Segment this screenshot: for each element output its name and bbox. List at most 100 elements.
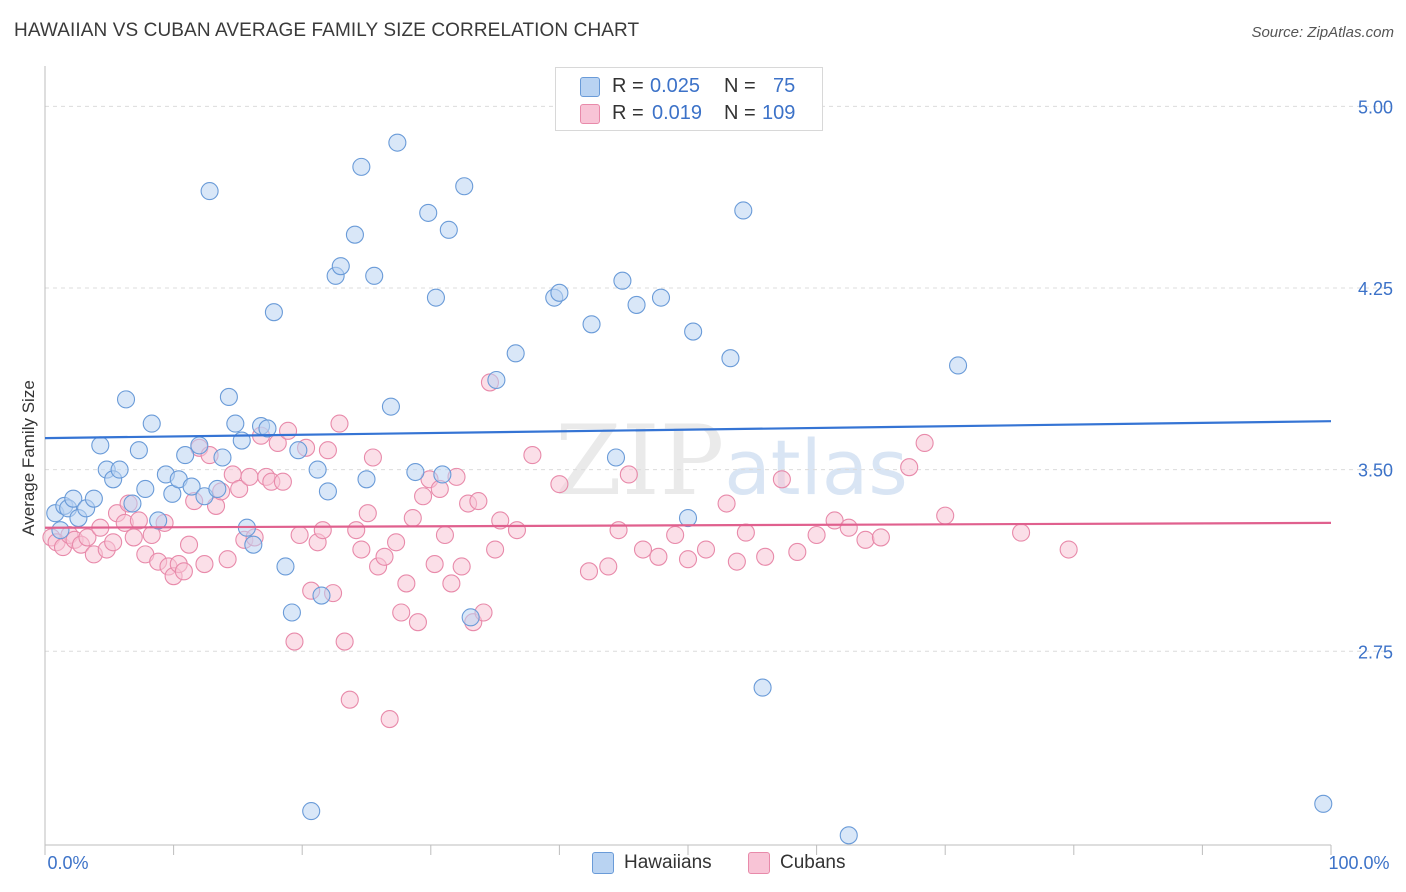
legend-label-cubans: Cubans bbox=[780, 852, 846, 873]
cubans-point bbox=[491, 511, 510, 530]
watermark: ZIPatlas bbox=[555, 405, 908, 517]
cubans-point bbox=[290, 525, 309, 545]
cubans-point bbox=[507, 521, 527, 540]
hawaiians-point bbox=[308, 460, 327, 479]
hawaiians-point bbox=[276, 557, 295, 576]
cubans-point bbox=[408, 613, 427, 632]
hawaiians-point bbox=[129, 441, 148, 460]
n-label: N = bbox=[724, 75, 756, 97]
cubans-point bbox=[230, 479, 249, 499]
cubans-point bbox=[347, 521, 366, 540]
cubans-point bbox=[900, 458, 919, 477]
cubans-point bbox=[403, 508, 422, 528]
hawaiians-point bbox=[200, 182, 219, 201]
cubans-point bbox=[442, 574, 461, 593]
cubans-point bbox=[788, 542, 807, 562]
hawaiians-point bbox=[550, 283, 569, 302]
cubans-point bbox=[78, 528, 97, 547]
correlation-legend: R = 0.025 N = 75 R = 0.019 N = 109 bbox=[555, 67, 823, 131]
cubans-point bbox=[649, 547, 668, 566]
legend-item-cubans[interactable]: Cubans bbox=[748, 852, 846, 874]
hawaiians-point bbox=[116, 390, 136, 409]
hawaiians-trend-line bbox=[44, 420, 1332, 440]
legend-item-hawaiians[interactable]: Hawaiians bbox=[592, 852, 712, 874]
hawaiians-point bbox=[110, 460, 129, 479]
r-value: 0.019 bbox=[652, 102, 703, 124]
hawaiians-point bbox=[455, 177, 474, 196]
hawaiians-point bbox=[64, 489, 83, 508]
hawaiians-point bbox=[264, 303, 283, 322]
y-tick-label: 3.50 bbox=[1358, 461, 1393, 481]
hawaiians-point bbox=[433, 465, 452, 484]
hawaiians-point bbox=[176, 446, 195, 465]
cubans-point bbox=[218, 550, 237, 569]
bottom-legend: Hawaiians Cubans bbox=[0, 850, 1406, 880]
hawaiians-point bbox=[839, 826, 858, 845]
hawaiians-point bbox=[949, 356, 968, 375]
hawaiians-point bbox=[142, 414, 161, 433]
hawaiians-point bbox=[365, 266, 384, 285]
legend-label-hawaiians: Hawaiians bbox=[624, 852, 712, 873]
cubans-point bbox=[619, 465, 638, 484]
cubans-point bbox=[375, 547, 394, 566]
hawaiians-point bbox=[357, 470, 376, 489]
cubans-point bbox=[936, 506, 955, 525]
hawaiians-point bbox=[190, 436, 209, 455]
hawaiians-point bbox=[182, 477, 201, 496]
cubans-swatch bbox=[580, 104, 600, 124]
cubans-point bbox=[425, 555, 444, 574]
r-label: R = bbox=[612, 75, 644, 97]
hawaiians-point bbox=[388, 133, 407, 152]
hawaiians-point bbox=[406, 462, 425, 482]
r-label: R = bbox=[612, 102, 644, 124]
cubans-point bbox=[550, 475, 569, 494]
cubans-point bbox=[273, 472, 292, 491]
watermark-atlas: atlas bbox=[724, 423, 908, 512]
y-tick-label: 4.25 bbox=[1358, 279, 1393, 299]
hawaiians-point bbox=[426, 288, 445, 307]
hawaiians-point bbox=[219, 387, 238, 407]
hawaiians-point bbox=[331, 257, 350, 276]
cubans-point bbox=[1012, 523, 1031, 542]
hawaiians-point bbox=[381, 397, 400, 416]
cubans-point bbox=[318, 441, 337, 460]
n-value: 75 bbox=[773, 75, 796, 97]
cubans-point bbox=[678, 550, 698, 569]
cubans-point bbox=[279, 421, 298, 440]
correlation-row-cubans: R = 0.019 N = 109 bbox=[556, 102, 822, 128]
cubans-point bbox=[736, 523, 755, 542]
hawaiians-point bbox=[258, 419, 277, 438]
hawaiians-point bbox=[506, 344, 525, 363]
cubans-point bbox=[129, 511, 148, 530]
cubans-point bbox=[358, 504, 377, 523]
watermark-zip: ZIP bbox=[555, 405, 725, 517]
cubans-trend-line bbox=[44, 521, 1332, 529]
hawaiians-point bbox=[678, 508, 698, 528]
cubans-point bbox=[756, 547, 775, 566]
y-tick-labels: 2.75 3.50 4.25 5.00 bbox=[1358, 97, 1393, 662]
cubans-point bbox=[380, 710, 399, 729]
cubans-point bbox=[195, 555, 214, 574]
cubans-point bbox=[179, 535, 199, 554]
cubans-point bbox=[666, 525, 685, 545]
hawaiians-legend-swatch bbox=[592, 852, 614, 874]
chart-title: HAWAIIAN VS CUBAN AVERAGE FAMILY SIZE CO… bbox=[14, 20, 640, 41]
hawaiians-point bbox=[419, 203, 438, 222]
cubans-point bbox=[599, 557, 618, 576]
hawaiians-point bbox=[51, 521, 70, 540]
hawaiians-point bbox=[282, 603, 301, 622]
hawaiians-point bbox=[302, 802, 321, 821]
hawaiians-point bbox=[312, 586, 331, 605]
x-tick-label-min: 0.0% bbox=[47, 853, 88, 873]
trend-lines bbox=[44, 420, 1332, 529]
hawaiians-point bbox=[721, 349, 740, 368]
cubans-legend-swatch bbox=[748, 852, 770, 874]
cubans-point bbox=[335, 632, 354, 651]
hawaiians-point bbox=[213, 448, 232, 467]
hawaiians-point bbox=[606, 448, 626, 467]
cubans-point bbox=[340, 690, 359, 709]
hawaiians-points bbox=[46, 133, 1333, 845]
hawaiians-point bbox=[734, 201, 753, 220]
hawaiians-swatch bbox=[580, 77, 600, 97]
